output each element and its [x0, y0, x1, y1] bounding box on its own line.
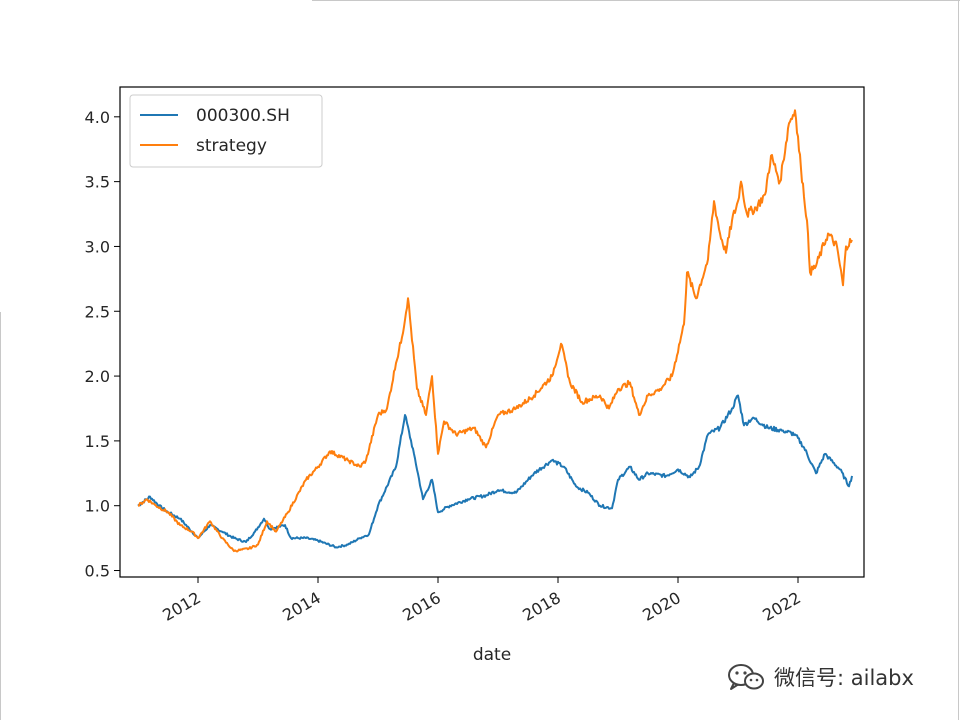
- series-line-000300-sh: [137, 394, 853, 549]
- y-tick-label: 4.0: [85, 108, 110, 127]
- x-tick-label: 2022: [759, 588, 804, 625]
- x-tick-label: 2012: [159, 588, 204, 625]
- screenshot-border-right: [958, 0, 959, 720]
- y-tick-label: 1.5: [85, 432, 110, 451]
- y-axis: 0.5 1.0 1.5 2.0 2.5 3.0 3.5 4.0: [85, 108, 120, 581]
- y-tick-label: 2.5: [85, 302, 110, 321]
- watermark-text: 微信号: ailabx: [774, 666, 914, 690]
- x-tick-label: 2018: [519, 588, 564, 625]
- series-line-strategy: [137, 109, 853, 553]
- x-axis-label: date: [473, 645, 511, 665]
- plot-area-frame: [119, 86, 865, 578]
- x-tick-label: 2020: [639, 588, 684, 625]
- y-tick-label: 2.0: [85, 367, 110, 386]
- y-tick-label: 3.0: [85, 237, 110, 256]
- y-tick-label: 1.0: [85, 497, 110, 516]
- y-tick-label: 3.5: [85, 173, 110, 192]
- legend-label-strategy: strategy: [196, 136, 267, 156]
- x-axis: 2012 2014 2016 2018 2020 2022: [159, 577, 804, 625]
- x-tick-label: 2014: [279, 588, 324, 625]
- screenshot-border-left: [0, 312, 1, 720]
- watermark: 微信号: ailabx: [726, 660, 914, 694]
- series-layer: [137, 109, 853, 553]
- legend-label-000300-sh: 000300.SH: [196, 106, 290, 126]
- x-tick-label: 2016: [399, 588, 444, 625]
- legend: 000300.SH strategy: [129, 94, 323, 168]
- y-tick-label: 0.5: [85, 562, 110, 581]
- screenshot-border-top: [312, 0, 960, 1]
- legend-box: [129, 94, 323, 168]
- wechat-icon: [728, 664, 764, 690]
